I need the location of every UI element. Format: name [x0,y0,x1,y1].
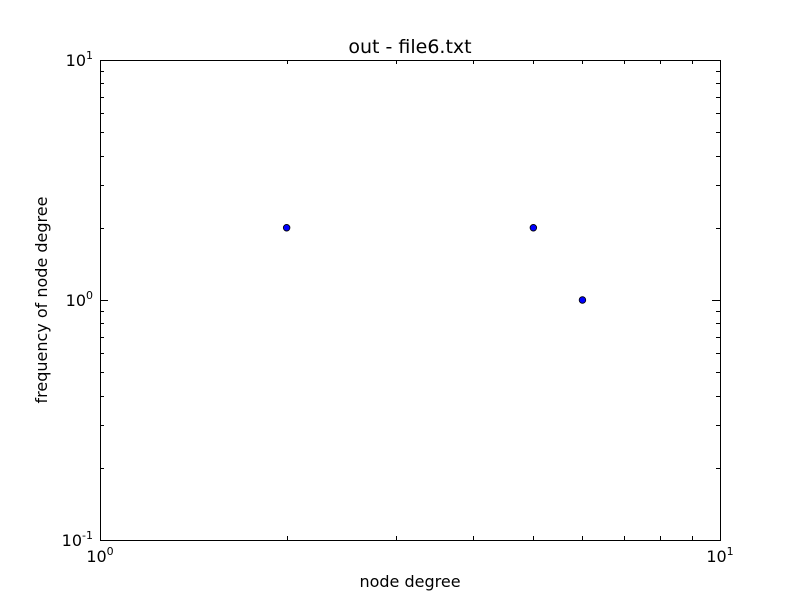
axis-ticks [100,60,721,541]
chart-title: out - file6.txt [348,36,471,58]
y-axis-label: frequency of node degree [32,197,51,404]
data-points [282,224,587,304]
y-tick-label: 100 [66,289,93,310]
data-point [529,224,538,232]
x-tick-label: 100 [86,545,113,566]
x-axis-label: node degree [359,572,460,591]
data-point [282,224,291,232]
x-tick-label: 101 [706,545,733,566]
y-tick-label: 10-1 [62,529,93,550]
plot-frame [100,60,721,541]
data-point [578,296,587,304]
y-tick-label: 101 [66,49,93,70]
